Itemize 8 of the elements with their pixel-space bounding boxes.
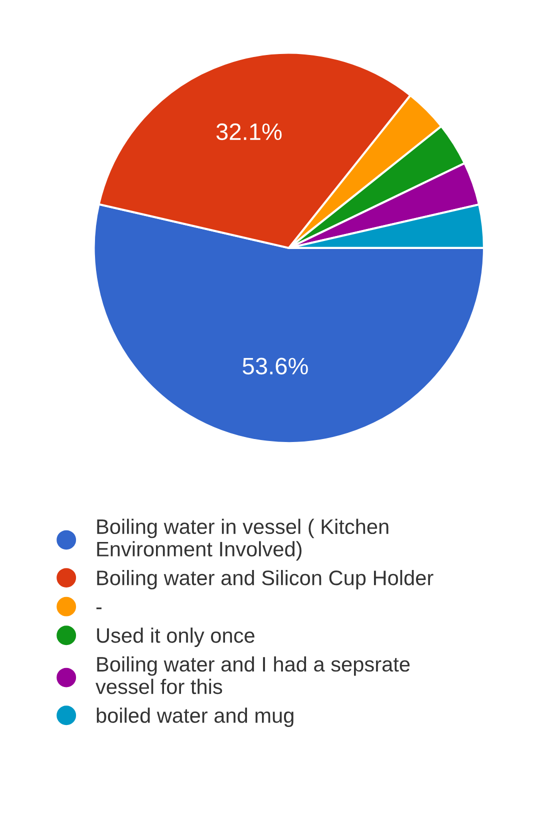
data-label: 32.1% [216, 123, 282, 140]
legend-label: - [96, 608, 102, 610]
data-label: 53.6% [242, 358, 308, 375]
legend-label: Boiling water and Silicon Cup Holder [97, 570, 434, 590]
legend-label: boiled water and mug [96, 708, 294, 728]
legend-label: Boiling water in vessel ( Kitchen Environment Involved) [97, 518, 388, 561]
legend-label: Boiling water and I had a sepsrate vessel for this [96, 656, 410, 694]
legend-label: Used it only once [97, 628, 254, 647]
